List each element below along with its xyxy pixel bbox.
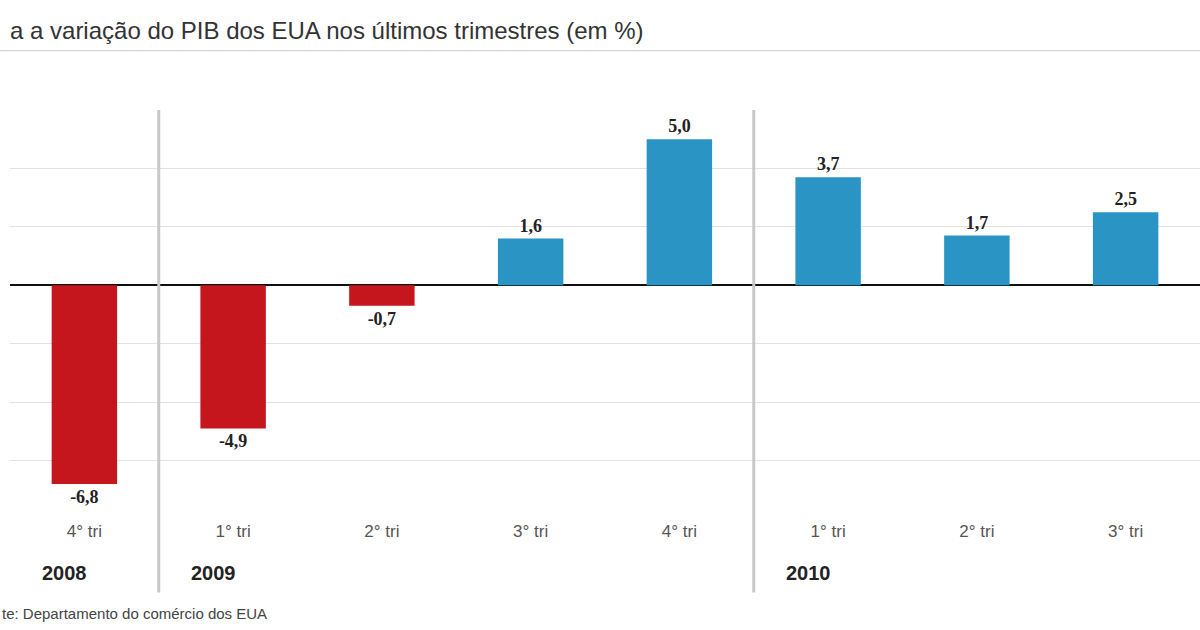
svg-text:2° tri: 2° tri [364,522,399,541]
svg-text:1° tri: 1° tri [216,522,251,541]
svg-text:2° tri: 2° tri [959,522,994,541]
svg-text:3° tri: 3° tri [1108,522,1143,541]
svg-text:2010: 2010 [786,562,831,584]
svg-text:te: Departamento do comércio d: te: Departamento do comércio dos EUA [2,605,267,622]
svg-text:2009: 2009 [191,562,236,584]
svg-text:2,5: 2,5 [1114,189,1137,209]
svg-text:2008: 2008 [42,562,87,584]
svg-text:a a variação do PIB dos EUA no: a a variação do PIB dos EUA nos últimos … [10,17,644,44]
svg-text:-0,7: -0,7 [368,309,397,329]
svg-text:-4,9: -4,9 [219,431,248,451]
svg-text:4° tri: 4° tri [67,522,102,541]
svg-text:1° tri: 1° tri [811,522,846,541]
svg-text:3° tri: 3° tri [513,522,548,541]
svg-text:5,0: 5,0 [668,116,691,136]
svg-text:1,6: 1,6 [519,216,542,236]
svg-text:3,7: 3,7 [817,154,840,174]
svg-text:1,7: 1,7 [966,213,989,233]
svg-text:-6,8: -6,8 [70,487,99,507]
svg-text:4° tri: 4° tri [662,522,697,541]
